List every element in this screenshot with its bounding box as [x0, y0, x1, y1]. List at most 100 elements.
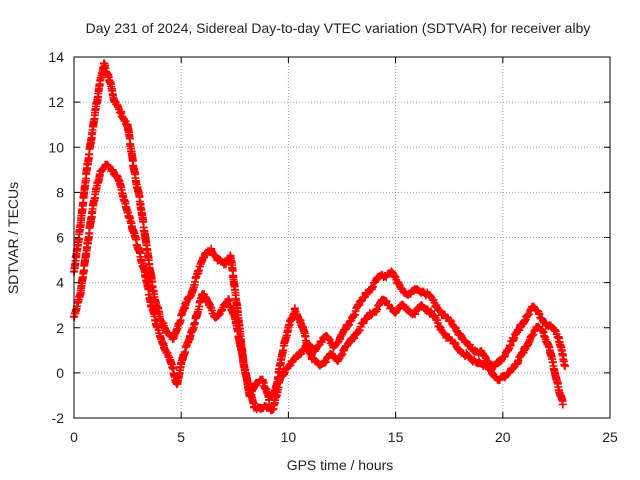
data-point: [198, 289, 207, 298]
data-point: [134, 244, 143, 253]
data-point: [262, 402, 271, 411]
data-point: [160, 341, 169, 350]
data-point: [432, 301, 441, 310]
data-point: [149, 287, 158, 296]
data-point: [140, 267, 149, 276]
data-point: [404, 305, 413, 314]
data-point: [211, 312, 220, 321]
data-point: [320, 357, 329, 366]
data-point: [359, 319, 368, 328]
data-point: [100, 59, 109, 68]
data-point: [430, 312, 439, 321]
data-point: [162, 328, 171, 337]
data-point: [348, 312, 357, 321]
data-point: [449, 339, 458, 348]
data-point: [252, 380, 261, 389]
x-tick-label: 15: [388, 429, 404, 445]
data-point: [269, 404, 278, 413]
data-point: [355, 301, 364, 310]
data-point: [410, 310, 419, 319]
data-point: [470, 346, 479, 355]
data-point: [230, 312, 239, 321]
series-track-upper: [70, 59, 569, 404]
data-point: [301, 341, 310, 350]
y-tick-label: 12: [48, 94, 64, 110]
data-point: [496, 357, 505, 366]
data-point: [224, 296, 233, 305]
data-point: [548, 323, 557, 332]
data-point: [365, 310, 374, 319]
data-point: [226, 251, 235, 260]
data-point: [127, 222, 136, 231]
data-point: [76, 222, 85, 231]
data-point: [179, 350, 188, 359]
data-point: [535, 310, 544, 319]
data-point: [464, 341, 473, 350]
data-point: [102, 161, 111, 170]
data-point: [400, 287, 409, 296]
y-tick-label: 6: [56, 230, 64, 246]
data-point: [515, 323, 524, 332]
data-point: [406, 289, 415, 298]
data-point: [130, 165, 139, 174]
data-point: [290, 305, 299, 314]
data-point: [445, 316, 454, 325]
data-point: [340, 346, 349, 355]
data-point: [82, 165, 91, 174]
data-point: [342, 323, 351, 332]
data-point: [258, 375, 267, 384]
data-point: [477, 348, 486, 357]
data-point: [89, 199, 98, 208]
data-point: [275, 375, 284, 384]
data-point: [314, 359, 323, 368]
data-point: [185, 335, 194, 344]
data-point: [378, 296, 387, 305]
y-tick-label: -2: [52, 410, 65, 426]
data-point: [438, 310, 447, 319]
x-tick-label: 20: [495, 429, 511, 445]
series-markers: [70, 59, 569, 404]
data-point: [494, 375, 503, 384]
data-point: [307, 355, 316, 364]
data-point: [232, 301, 241, 310]
data-point: [528, 303, 537, 312]
y-tick-label: 8: [56, 184, 64, 200]
data-point: [76, 289, 85, 298]
data-point: [217, 305, 226, 314]
data-point: [284, 323, 293, 332]
data-point: [256, 404, 265, 413]
data-point: [353, 328, 362, 337]
data-point: [172, 380, 181, 389]
data-point: [361, 289, 370, 298]
data-point: [288, 357, 297, 366]
data-point: [419, 287, 428, 296]
data-point: [277, 350, 286, 359]
data-point: [552, 375, 561, 384]
data-point: [413, 285, 422, 294]
y-tick-labels: -2 0 2 4 6 8 10 12 14: [48, 49, 64, 426]
chart-title: Day 231 of 2024, Sidereal Day-to-day VTE…: [86, 20, 591, 36]
y-tick-label: 14: [48, 49, 64, 65]
data-point: [374, 274, 383, 283]
data-point: [121, 199, 130, 208]
data-point: [526, 332, 535, 341]
data-point: [541, 319, 550, 328]
data-point: [115, 177, 124, 186]
data-point: [462, 350, 471, 359]
data-point: [142, 244, 151, 253]
x-tick-label: 10: [281, 429, 297, 445]
data-point: [95, 80, 104, 89]
data-point: [327, 350, 336, 359]
data-point: [175, 319, 184, 328]
data-point: [391, 307, 400, 316]
data-point: [458, 335, 467, 344]
data-point: [168, 335, 177, 344]
data-point: [335, 335, 344, 344]
data-point: [455, 346, 464, 355]
data-point: [213, 256, 222, 265]
data-point: [220, 260, 229, 269]
data-point: [539, 328, 548, 337]
y-tick-label: 4: [56, 275, 64, 291]
x-tick-label: 5: [177, 429, 185, 445]
data-point: [136, 199, 145, 208]
